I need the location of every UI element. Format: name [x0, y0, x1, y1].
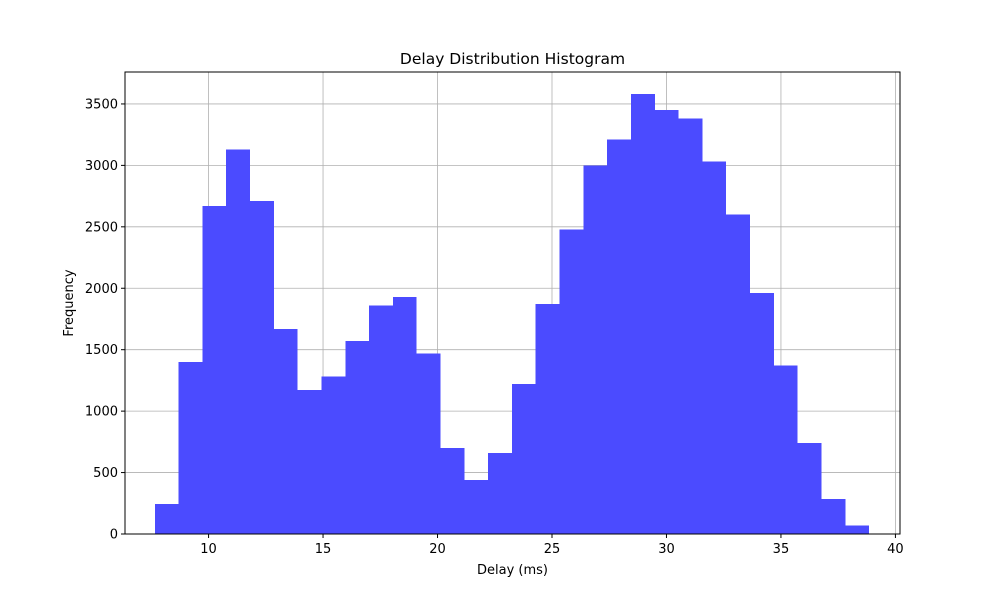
histogram-bar [559, 229, 584, 534]
y-tick-label: 3500 [85, 97, 118, 112]
y-tick-label: 1500 [85, 343, 118, 358]
x-tick-label: 25 [544, 542, 561, 557]
histogram-bar [678, 118, 703, 534]
y-tick-label: 2500 [85, 220, 118, 235]
x-tick-label: 10 [200, 542, 217, 557]
y-tick-label: 3000 [85, 159, 118, 174]
histogram-bar [202, 205, 227, 534]
histogram-bars [154, 94, 870, 535]
histogram-bar [250, 201, 274, 534]
histogram-bar [321, 376, 346, 534]
histogram-bar [345, 341, 370, 534]
histogram-bar [440, 447, 465, 534]
histogram-bar [702, 161, 727, 534]
histogram-bar [630, 94, 655, 535]
histogram-bar [178, 361, 203, 534]
histogram-bar [154, 503, 179, 534]
histogram-bar [845, 525, 870, 534]
chart-title: Delay Distribution Histogram [400, 50, 625, 68]
histogram-bar [369, 305, 393, 534]
histogram-bar [654, 110, 679, 534]
histogram-bar [392, 296, 417, 534]
y-tick-label: 1000 [85, 405, 118, 420]
histogram-bar [464, 479, 489, 534]
x-axis-ticks: 10 15 20 25 30 35 40 [200, 534, 904, 557]
histogram-bar [226, 149, 251, 534]
x-tick-label: 15 [315, 542, 332, 557]
y-axis-label: Frequency [62, 269, 77, 336]
x-tick-label: 40 [887, 542, 904, 557]
x-tick-label: 20 [429, 542, 446, 557]
histogram-bar [583, 165, 608, 534]
histogram-bar [535, 304, 560, 534]
histogram-bar [773, 365, 798, 534]
x-tick-label: 35 [773, 542, 790, 557]
x-axis-label: Delay (ms) [477, 563, 548, 578]
y-tick-label: 500 [93, 466, 118, 481]
histogram-bar [607, 139, 631, 535]
y-axis-ticks: 0 500 1000 1500 2000 2500 3000 3500 [85, 97, 125, 543]
histogram-bar [726, 214, 751, 534]
axes-frame [124, 71, 901, 535]
y-tick-label: 0 [110, 528, 118, 543]
histogram-bar [511, 384, 536, 534]
histogram-bar [273, 328, 298, 534]
y-tick-label: 2000 [85, 282, 118, 297]
x-tick-label: 30 [658, 542, 675, 557]
histogram-bar [797, 443, 822, 534]
histogram-bar [416, 353, 441, 534]
histogram-bar [821, 498, 846, 534]
histogram-bar [297, 390, 322, 534]
histogram-bar [750, 293, 774, 534]
histogram-bar [488, 452, 512, 534]
